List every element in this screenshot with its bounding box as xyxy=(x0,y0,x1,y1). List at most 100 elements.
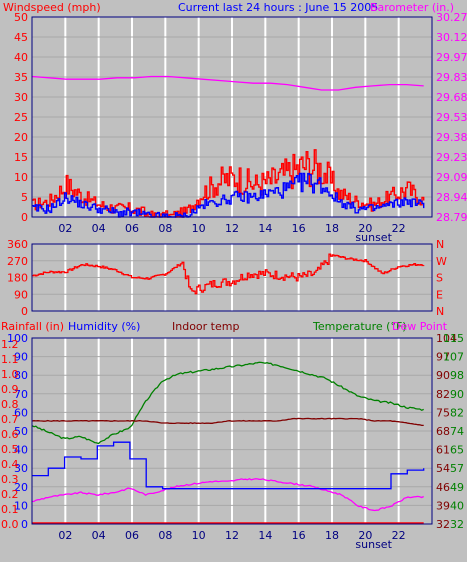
indoor-temp-tick-label: 82 xyxy=(436,388,450,401)
plot-border xyxy=(31,337,433,525)
rainfall-tick-label: 1.1 xyxy=(1,353,19,366)
windspeed-line xyxy=(32,149,425,218)
x-tick-label: 14 xyxy=(258,529,272,542)
barometer-tick-label: 30.27 xyxy=(436,11,467,24)
direction-tick-label: 360 xyxy=(7,238,28,251)
indoor-temp-tick-label: 61 xyxy=(436,444,450,457)
x-tick-label: 14 xyxy=(258,222,272,235)
rainfall-legend-label: Rainfall (in) xyxy=(1,320,64,333)
rainfall-tick-label: 0.0 xyxy=(1,518,19,531)
x-tick-label: 04 xyxy=(92,222,106,235)
humidity-tick-label: 60 xyxy=(14,406,28,419)
humidity-tick-label: 50 xyxy=(14,425,28,438)
temperature-tick-label: 107 xyxy=(443,351,464,364)
x-tick-label: 10 xyxy=(192,222,206,235)
humidity-tick-label: 10 xyxy=(14,499,28,512)
humidity-legend-label: Humidity (%) xyxy=(68,320,140,333)
rainfall-tick-label: 0.5 xyxy=(1,443,19,456)
windspeed-axis-label: Windspeed (mph) xyxy=(3,1,101,14)
chart-title: Current last 24 hours : June 15 2005 xyxy=(178,1,378,14)
wind-barometer-panel: 5045403530252015105030.2730.1229.9729.83… xyxy=(14,11,467,244)
x-tick-label: 22 xyxy=(392,222,406,235)
barometer-tick-label: 29.09 xyxy=(436,171,467,184)
x-tick-label: 06 xyxy=(125,222,139,235)
x-tick-label: 16 xyxy=(292,222,306,235)
indoor-temp-tick-label: 75 xyxy=(436,406,450,419)
wind-direction-line xyxy=(32,253,425,295)
rainfall-tick-label: 1.2 xyxy=(1,338,19,351)
dewpoint-line xyxy=(31,477,424,512)
rainfall-tick-label: 1.0 xyxy=(1,368,19,381)
barometer-tick-label: 29.53 xyxy=(436,111,467,124)
indoor-temp-tick-label: 46 xyxy=(436,481,450,494)
windspeed-tick-label: 30 xyxy=(14,91,28,104)
temperature-tick-label: 82 xyxy=(450,406,464,419)
x-tick-label: 16 xyxy=(292,529,306,542)
x-tick-label: 06 xyxy=(125,529,139,542)
humidity-tick-label: 90 xyxy=(14,351,28,364)
windspeed-tick-label: 40 xyxy=(14,51,28,64)
barometer-tick-label: 30.12 xyxy=(436,31,467,44)
indoor-temp-line xyxy=(31,417,424,427)
sunset-label: sunset xyxy=(355,538,392,551)
rainfall-tick-label: 0.7 xyxy=(1,413,19,426)
indoor-temp-tick-label: 104 xyxy=(436,332,457,345)
barometer-tick-label: 28.79 xyxy=(436,211,467,224)
rainfall-tick-label: 0.6 xyxy=(1,428,19,441)
indoor-temp-tick-label: 54 xyxy=(436,462,450,475)
humidity-tick-label: 20 xyxy=(14,481,28,494)
barometer-tick-label: 29.97 xyxy=(436,51,467,64)
barometer-tick-label: 28.94 xyxy=(436,191,467,204)
windspeed-tick-label: 0 xyxy=(21,211,28,224)
temperature-tick-label: 32 xyxy=(450,518,464,531)
x-tick-label: 10 xyxy=(192,529,206,542)
plot-border xyxy=(31,16,433,218)
indoor-temp-tick-label: 32 xyxy=(436,518,450,531)
x-tick-label: 18 xyxy=(325,222,339,235)
wind-gust-line xyxy=(32,172,425,218)
temperature-tick-label: 115 xyxy=(443,332,464,345)
windspeed-tick-label: 5 xyxy=(21,191,28,204)
barometer-line xyxy=(31,75,424,91)
windspeed-tick-label: 25 xyxy=(14,111,28,124)
temperature-legend-label: Temperature (°F) xyxy=(312,320,407,333)
temperature-tick-label: 98 xyxy=(450,369,464,382)
direction-tick-label: 180 xyxy=(7,272,28,285)
direction-tick-label: 270 xyxy=(7,255,28,268)
rainfall-tick-label: 0.9 xyxy=(1,383,19,396)
x-tick-label: 22 xyxy=(392,529,406,542)
x-tick-label: 04 xyxy=(92,529,106,542)
x-tick-label: 18 xyxy=(325,529,339,542)
sunset-label: sunset xyxy=(355,231,392,244)
temperature-tick-label: 74 xyxy=(450,425,464,438)
x-tick-label: 08 xyxy=(158,529,172,542)
humidity-tick-label: 80 xyxy=(14,369,28,382)
temperature-line xyxy=(31,361,424,445)
windspeed-tick-label: 20 xyxy=(14,131,28,144)
x-tick-label: 12 xyxy=(225,222,239,235)
x-tick-label: 20 xyxy=(358,529,372,542)
compass-tick-label: S xyxy=(436,272,443,285)
rainfall-tick-label: 0.4 xyxy=(1,458,19,471)
barometer-tick-label: 29.23 xyxy=(436,151,467,164)
barometer-tick-label: 29.38 xyxy=(436,131,467,144)
barometer-tick-label: 29.83 xyxy=(436,71,467,84)
direction-tick-label: 0 xyxy=(21,305,28,318)
windspeed-tick-label: 15 xyxy=(14,151,28,164)
plot-border xyxy=(31,243,433,312)
compass-tick-label: N xyxy=(436,238,444,251)
indoor-temp-legend-label: Indoor temp xyxy=(172,320,239,333)
windspeed-tick-label: 50 xyxy=(14,11,28,24)
direction-tick-label: 90 xyxy=(14,288,28,301)
windspeed-tick-label: 45 xyxy=(14,31,28,44)
dewpoint-legend-label: Dew Point xyxy=(392,320,448,333)
barometer-axis-label: Barometer (in.) xyxy=(370,1,454,14)
temperature-tick-label: 40 xyxy=(450,499,464,512)
rainfall-tick-label: 0.8 xyxy=(1,398,19,411)
indoor-temp-tick-label: 90 xyxy=(436,369,450,382)
indoor-temp-tick-label: 68 xyxy=(436,425,450,438)
humidity-tick-label: 70 xyxy=(14,388,28,401)
humidity-line xyxy=(32,441,425,490)
